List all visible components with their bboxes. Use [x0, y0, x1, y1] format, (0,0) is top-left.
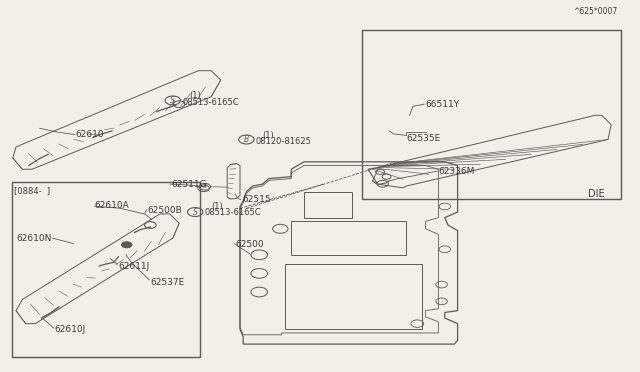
Text: 62500: 62500 — [236, 240, 264, 249]
Text: 62535E: 62535E — [406, 134, 441, 143]
Text: S: S — [170, 96, 175, 105]
Text: (1): (1) — [262, 131, 274, 140]
Bar — [12, 182, 200, 357]
Text: 62610A: 62610A — [95, 201, 129, 210]
Text: 62610N: 62610N — [16, 234, 51, 243]
Text: ^625*0007: ^625*0007 — [573, 7, 618, 16]
Text: 08513-6165C: 08513-6165C — [205, 208, 261, 217]
Text: 62511G: 62511G — [172, 180, 207, 189]
Text: 62610J: 62610J — [54, 325, 86, 334]
Text: 62611J: 62611J — [118, 262, 150, 271]
Text: S: S — [203, 184, 207, 189]
Circle shape — [122, 242, 132, 248]
Text: [0884-  ]: [0884- ] — [14, 186, 50, 195]
Text: S: S — [193, 208, 198, 217]
Text: 62515: 62515 — [242, 195, 271, 204]
Text: 08513-6165C: 08513-6165C — [182, 98, 239, 107]
Bar — [291, 221, 406, 255]
Bar — [362, 30, 621, 199]
Text: 62610: 62610 — [76, 130, 104, 139]
Text: 62336M: 62336M — [438, 167, 475, 176]
Text: 62500B: 62500B — [147, 206, 182, 215]
Text: B: B — [244, 135, 249, 144]
Text: 66511Y: 66511Y — [426, 100, 460, 109]
Text: (1): (1) — [189, 92, 200, 100]
Text: 62537E: 62537E — [150, 278, 185, 287]
Text: 08120-81625: 08120-81625 — [256, 137, 312, 146]
Text: DIE: DIE — [588, 189, 605, 199]
Bar — [304, 192, 352, 218]
Text: (1): (1) — [211, 202, 223, 211]
Bar — [285, 264, 422, 329]
